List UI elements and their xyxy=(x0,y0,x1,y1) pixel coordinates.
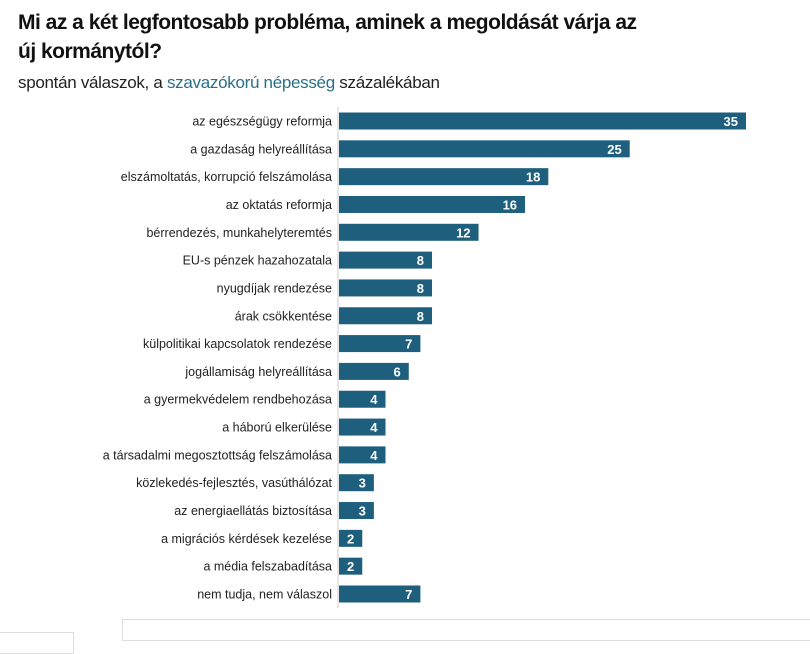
category-label: nyugdíjak rendezése xyxy=(217,281,332,295)
subtitle-text: spontán válaszok, a xyxy=(18,73,167,92)
bar xyxy=(339,418,386,436)
category-label: bérrendezés, munkahelyteremtés xyxy=(146,226,332,240)
decorative-box xyxy=(122,619,810,641)
bar xyxy=(339,529,363,547)
data-label: 12 xyxy=(456,225,470,240)
subtitle-highlight: szavazókorú népesség xyxy=(166,73,335,92)
bar-chart: az egészségügy reformja 35 a gazdaság hely… xyxy=(103,107,746,608)
bar xyxy=(339,279,433,297)
category-label: az oktatás reformja xyxy=(226,198,332,212)
category-label: nem tudja, nem válaszol xyxy=(197,588,332,602)
data-label: 8 xyxy=(417,309,424,324)
subtitle-text-end: százalékában xyxy=(334,73,440,92)
bar xyxy=(339,362,409,380)
bar xyxy=(339,390,386,408)
bar xyxy=(339,140,630,158)
decorative-box xyxy=(0,632,74,654)
category-label: a háború elkerülése xyxy=(222,421,332,435)
data-label: 4 xyxy=(370,420,378,435)
category-label: külpolitikai kapcsolatok rendezése xyxy=(143,337,332,351)
data-label: 8 xyxy=(417,281,424,296)
bar xyxy=(339,585,421,603)
bar xyxy=(339,502,374,520)
bar xyxy=(339,195,526,213)
chart-title: Mi az a két legfontosabb probléma, amine… xyxy=(18,11,637,63)
category-label: közlekedés-fejlesztés, vasúthálózat xyxy=(136,476,332,490)
data-label: 8 xyxy=(417,253,424,268)
data-label: 2 xyxy=(347,531,354,546)
category-label: a társadalmi megosztottság felszámolása xyxy=(103,448,332,462)
data-label: 18 xyxy=(526,170,540,185)
data-label: 4 xyxy=(370,448,378,463)
data-label: 3 xyxy=(359,504,366,519)
category-label: árak csökkentése xyxy=(235,309,332,323)
data-label: 16 xyxy=(503,197,517,212)
data-label: 25 xyxy=(607,142,621,157)
category-label: EU-s pénzek hazahozatala xyxy=(183,254,332,268)
data-label: 7 xyxy=(405,587,412,602)
data-label: 4 xyxy=(370,392,378,407)
bar xyxy=(339,223,479,241)
category-label: elszámoltatás, korrupció felszámolása xyxy=(121,170,332,184)
data-label: 3 xyxy=(359,476,366,491)
data-label: 6 xyxy=(394,364,401,379)
bar xyxy=(339,307,433,325)
category-label: a média felszabadítása xyxy=(203,560,332,574)
data-label: 7 xyxy=(405,337,412,352)
data-label: 2 xyxy=(347,559,354,574)
category-label: a migrációs kérdések kezelése xyxy=(161,532,332,546)
category-label: a gazdaság helyreállítása xyxy=(190,142,332,156)
bar xyxy=(339,474,374,492)
bar xyxy=(339,446,386,464)
bar xyxy=(339,335,421,353)
bar xyxy=(339,251,433,269)
bar xyxy=(339,168,549,186)
category-label: az energiaellátás biztosítása xyxy=(174,504,332,518)
bar xyxy=(339,557,363,575)
category-label: jogállamiság helyreállítása xyxy=(184,365,332,379)
data-label: 35 xyxy=(724,114,738,129)
category-label: az egészségügy reformja xyxy=(192,115,332,129)
chart-subtitle: spontán válaszok, a szavazókorú népesség… xyxy=(18,73,440,93)
category-label: a gyermekvédelem rendbehozása xyxy=(144,393,332,407)
bar xyxy=(339,112,746,130)
